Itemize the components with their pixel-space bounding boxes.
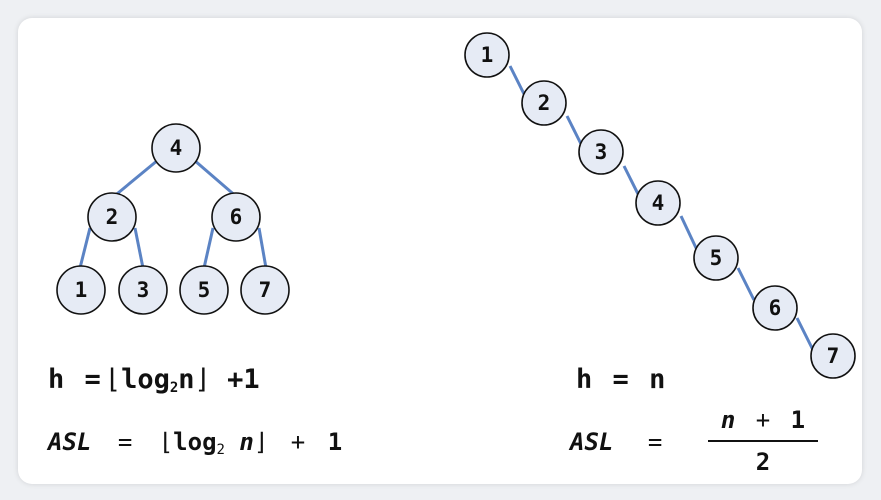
skewed-tree-edges <box>508 65 815 351</box>
edge-6-5 <box>202 227 215 269</box>
asl-formula-balanced: ASL = ⌊log2 n⌋ + 1 <box>48 428 342 458</box>
node-label: 3 <box>595 140 608 164</box>
tree-node: 4 <box>151 123 201 173</box>
numerator-op: + <box>755 406 771 434</box>
formula-lhs: ASL <box>48 428 92 456</box>
edge-3-4 <box>622 165 642 199</box>
formula-rhs: n <box>649 364 666 395</box>
node-label: 7 <box>259 278 272 302</box>
edge-4-2 <box>111 158 159 200</box>
node-label: 6 <box>230 205 243 229</box>
tree-node: 1 <box>56 265 106 315</box>
tree-node: 6 <box>211 192 261 242</box>
node-label: 4 <box>652 191 665 215</box>
one-value: 1 <box>327 428 343 456</box>
fraction-denominator: 2 <box>755 448 771 476</box>
formula-eq: = <box>84 364 101 395</box>
fraction-numerator: n + 1 <box>708 406 818 434</box>
tree-node: 7 <box>240 265 290 315</box>
fraction-bar <box>708 440 818 442</box>
log-text: log <box>173 428 217 456</box>
plus-one: +1 <box>227 364 260 395</box>
log-text: log <box>121 364 170 395</box>
node-label: 5 <box>710 246 723 270</box>
balanced-tree-edges <box>78 158 268 269</box>
numerator-const: 1 <box>790 406 806 434</box>
formula-eq: = <box>647 428 663 456</box>
formula-lhs: h <box>48 364 65 395</box>
node-label: 1 <box>75 278 88 302</box>
formula-lhs: ASL <box>570 428 614 456</box>
node-label: 4 <box>170 136 183 160</box>
floor-close: ⌋ <box>194 364 211 395</box>
log-base: 2 <box>169 380 179 396</box>
log-arg: n <box>239 428 254 456</box>
node-label: 3 <box>137 278 150 302</box>
plus-sign: + <box>290 428 306 456</box>
floor-close: ⌋ <box>253 428 269 456</box>
edge-1-2 <box>508 65 528 99</box>
node-label: 1 <box>481 43 494 67</box>
height-formula-balanced: h = ⌊log2n⌋ +1 <box>48 364 260 396</box>
edge-4-5 <box>679 215 699 251</box>
tree-node: 2 <box>521 80 567 126</box>
formula-eq: = <box>117 428 133 456</box>
tree-node: 3 <box>118 265 168 315</box>
height-formula-skewed: h = n <box>576 364 665 395</box>
tree-node: 5 <box>179 265 229 315</box>
floor-open: ⌊ <box>158 428 174 456</box>
tree-node: 5 <box>693 235 739 281</box>
tree-node: 6 <box>752 285 798 331</box>
log-arg: n <box>178 364 195 395</box>
edge-6-7 <box>795 317 815 351</box>
edge-5-6 <box>736 267 756 301</box>
asl-formula-skewed: ASL = <box>570 428 662 456</box>
node-label: 6 <box>769 296 782 320</box>
node-label: 2 <box>106 205 119 229</box>
edge-2-3 <box>133 227 145 269</box>
node-label: 5 <box>198 278 211 302</box>
node-label: 7 <box>827 344 840 368</box>
asl-fraction: n + 1 2 <box>708 406 818 476</box>
edge-4-6 <box>193 158 239 200</box>
formula-lhs: h <box>576 364 593 395</box>
formula-eq: = <box>612 364 629 395</box>
node-label: 2 <box>538 91 551 115</box>
tree-node: 2 <box>87 192 137 242</box>
log-base: 2 <box>216 442 225 458</box>
edge-6-7 <box>257 227 268 269</box>
numerator-var: n <box>720 406 736 434</box>
tree-node: 7 <box>810 333 856 379</box>
tree-node: 3 <box>578 129 624 175</box>
floor-open: ⌊ <box>104 364 122 395</box>
tree-node: 4 <box>635 180 681 226</box>
tree-node: 1 <box>464 32 510 78</box>
edge-2-1 <box>78 227 92 269</box>
